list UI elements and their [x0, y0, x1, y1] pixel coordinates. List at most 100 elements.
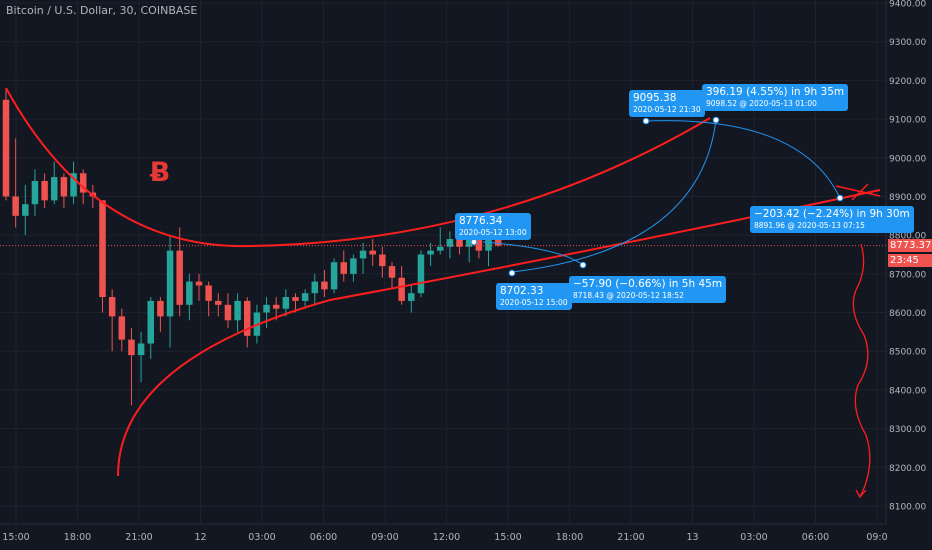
y-tick-label: 8200.00	[889, 464, 926, 474]
y-tick-label: 8400.00	[889, 386, 926, 396]
label-8702: 8702.33 2020-05-12 15:00	[496, 283, 572, 310]
candle-body	[321, 281, 328, 290]
y-tick-label: 8800.00	[889, 232, 926, 242]
y-tick-label: 8300.00	[889, 425, 926, 435]
candle-body	[108, 297, 116, 317]
y-tick-label: 9100.00	[889, 116, 926, 126]
label-8702-price: 8702.33	[500, 285, 544, 297]
candle-body	[292, 297, 299, 301]
candle-body	[234, 300, 241, 321]
projection-3-target: 8891.96 @ 2020-05-13 07:15	[754, 221, 865, 230]
x-tick-label: 09:0	[866, 532, 887, 543]
candle-body	[456, 239, 463, 247]
projection-1-target: 8718.43 @ 2020-05-12 18:52	[573, 291, 684, 300]
y-tick-label: 9300.00	[889, 38, 926, 48]
annotation-point	[470, 238, 478, 246]
projection-label-3: −203.42 (−2.24%) in 9h 30m 8891.96 @ 202…	[750, 206, 914, 233]
candle-body	[485, 239, 492, 251]
candle-body	[350, 258, 357, 274]
candle-body	[60, 177, 68, 197]
candle-body	[330, 262, 338, 290]
upper-trend-curve	[5, 87, 711, 248]
candle-body	[186, 281, 193, 305]
candle-body	[12, 196, 19, 216]
x-tick-label: 15:00	[2, 532, 29, 543]
x-tick-label: 12	[194, 532, 206, 543]
x-tick-label: 13	[686, 532, 698, 543]
candle-body	[311, 281, 319, 294]
x-tick-label: 12:00	[433, 532, 460, 543]
candle-body	[137, 343, 145, 356]
y-tick-label: 9000.00	[889, 154, 926, 164]
label-8776-time: 2020-05-12 13:00	[459, 228, 527, 237]
candle-body	[244, 300, 251, 336]
projection-curve-1	[482, 241, 584, 266]
x-tick-label: 06:00	[310, 532, 337, 543]
candle-body	[398, 277, 405, 301]
x-tick-label: 06:00	[802, 532, 829, 543]
lower-trend-curve	[117, 189, 881, 477]
projection-1-change: −57.90 (−0.66%) in 5h 45m	[573, 278, 723, 290]
candle-body	[224, 304, 232, 321]
x-tick-label: 18:00	[556, 532, 583, 543]
candle-body	[22, 204, 29, 216]
y-tick-label: 8600.00	[889, 309, 926, 319]
x-tick-label: 21:00	[617, 532, 644, 543]
candle-body	[147, 300, 154, 344]
x-tick-label: 18:00	[64, 532, 91, 543]
x-tick-label: 09:00	[371, 532, 398, 543]
candle-body	[427, 250, 434, 255]
candle-body	[417, 254, 425, 294]
candle-body	[369, 250, 376, 255]
candle-body	[195, 281, 203, 286]
annotation-point	[642, 117, 650, 125]
candle-body	[205, 285, 212, 301]
candle-body	[388, 266, 396, 278]
candle-body	[272, 304, 280, 309]
candle-body	[41, 180, 48, 201]
label-9095-price: 9095.38	[633, 92, 677, 104]
y-tick-label: 9400.00	[889, 0, 926, 10]
x-tick-label: 21:00	[125, 532, 152, 543]
candle-body	[263, 304, 270, 313]
x-tick-label: 03:00	[248, 532, 275, 543]
candle-body	[475, 239, 483, 251]
price-axis-bg	[886, 0, 932, 550]
chart-title: Bitcoin / U.S. Dollar, 30, COINBASE	[6, 4, 198, 17]
projection-label-1: −57.90 (−0.66%) in 5h 45m 8718.43 @ 2020…	[569, 276, 727, 303]
y-tick-label: 9200.00	[889, 77, 926, 87]
projection-label-2: 396.19 (4.55%) in 9h 35m 9098.52 @ 2020-…	[702, 84, 849, 111]
bitcoin-logo-icon: Ƀ	[150, 157, 171, 188]
projection-curve-3	[645, 120, 841, 199]
candle-body	[99, 200, 106, 298]
label-9095-time: 2020-05-12 21:30	[633, 105, 701, 114]
candle-body	[408, 293, 415, 301]
candle-body	[340, 262, 347, 274]
candle-body	[359, 250, 367, 259]
y-tick-label: 8100.00	[889, 503, 926, 513]
candle-body	[128, 339, 135, 356]
candle-body	[70, 173, 77, 197]
candle-body	[157, 300, 164, 317]
candle-body	[166, 250, 174, 317]
candle-body	[31, 180, 39, 205]
annotation-point	[712, 116, 720, 124]
cross-marker	[835, 183, 881, 201]
candle-body	[379, 254, 386, 267]
current-price-tag: 8773.37	[888, 239, 932, 252]
annotation-point	[836, 194, 844, 202]
y-tick-label: 8900.00	[889, 193, 926, 203]
label-8776: 8776.34 2020-05-12 13:00	[455, 213, 531, 240]
candle-body	[118, 316, 126, 340]
projection-3-change: −203.42 (−2.24%) in 9h 30m	[754, 208, 910, 220]
candle-body	[176, 250, 183, 305]
candle-body	[51, 177, 58, 201]
y-tick-label: 8500.00	[889, 348, 926, 358]
projection-curve-2	[511, 119, 717, 273]
candle-body	[282, 297, 290, 309]
x-tick-label: 03:00	[740, 532, 767, 543]
candle-body	[446, 239, 454, 247]
y-tick-label: 8700.00	[889, 270, 926, 280]
